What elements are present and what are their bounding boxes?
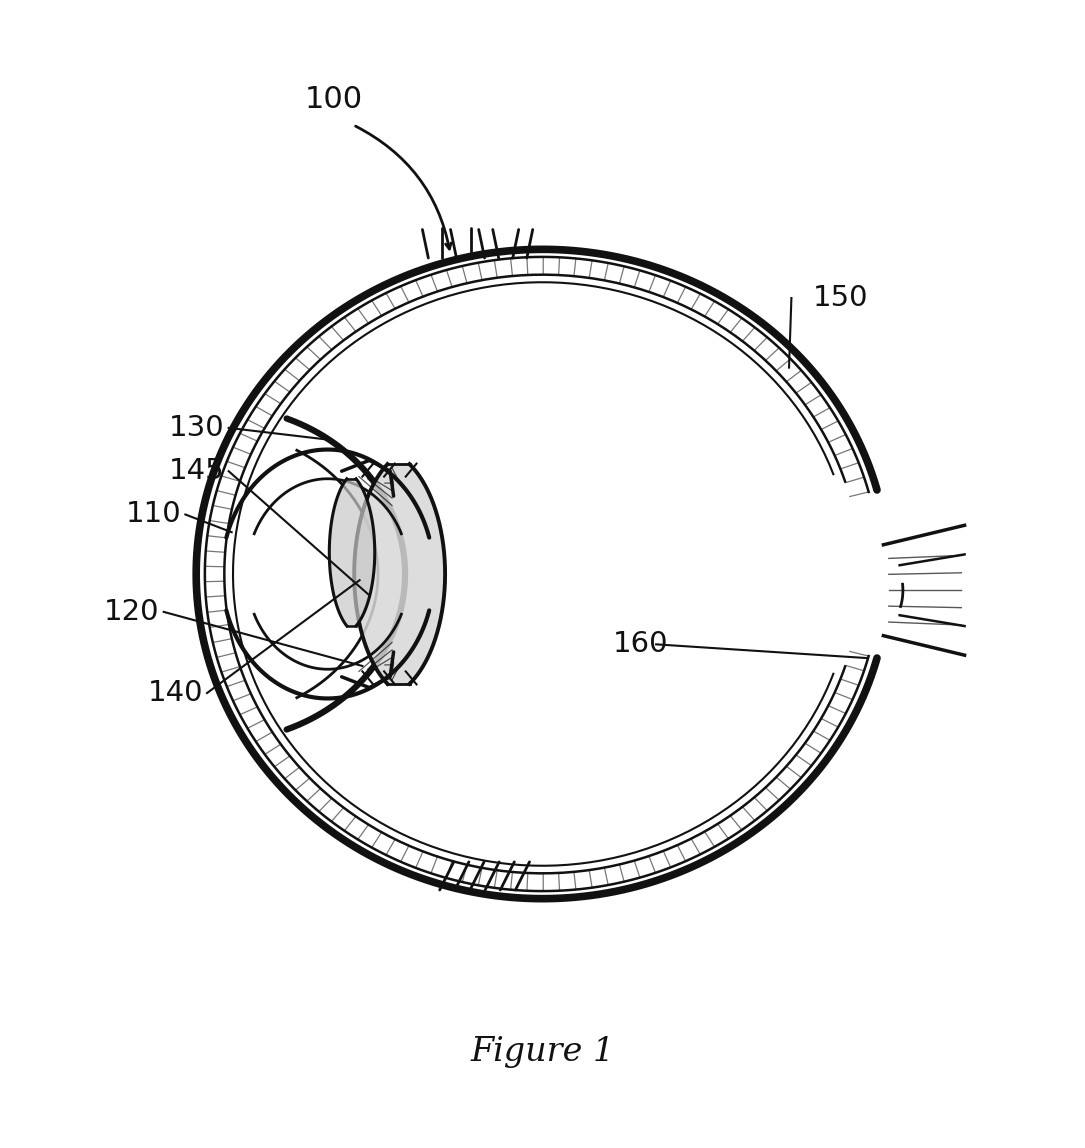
- Polygon shape: [330, 479, 374, 626]
- Text: 160: 160: [613, 630, 668, 658]
- Polygon shape: [354, 464, 445, 684]
- Text: 150: 150: [813, 284, 869, 312]
- Text: 110: 110: [126, 501, 181, 528]
- Text: Figure 1: Figure 1: [471, 1037, 614, 1069]
- Text: 100: 100: [305, 85, 362, 115]
- Text: 120: 120: [104, 598, 159, 626]
- Text: 130: 130: [169, 414, 225, 442]
- Text: 140: 140: [148, 680, 203, 707]
- Text: 145: 145: [169, 457, 225, 486]
